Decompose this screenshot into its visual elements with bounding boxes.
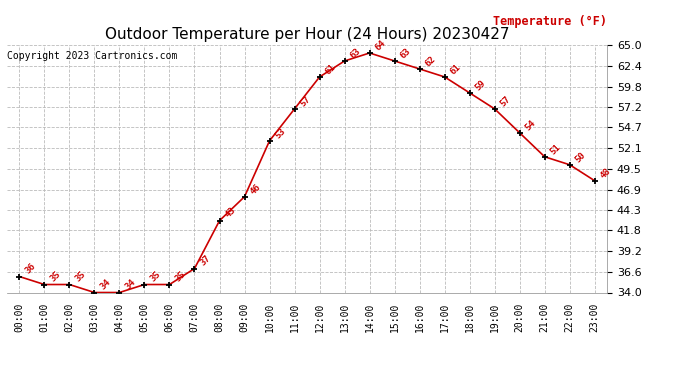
Text: Temperature (°F): Temperature (°F) bbox=[493, 15, 607, 28]
Text: 54: 54 bbox=[524, 118, 538, 132]
Text: Copyright 2023 Cartronics.com: Copyright 2023 Cartronics.com bbox=[7, 51, 177, 61]
Text: 62: 62 bbox=[424, 54, 437, 68]
Text: 63: 63 bbox=[348, 46, 363, 60]
Text: 64: 64 bbox=[374, 38, 388, 52]
Text: 35: 35 bbox=[148, 270, 163, 284]
Text: 61: 61 bbox=[448, 62, 463, 76]
Text: 57: 57 bbox=[299, 94, 313, 108]
Text: 61: 61 bbox=[324, 62, 337, 76]
Text: 59: 59 bbox=[474, 78, 488, 92]
Text: 35: 35 bbox=[174, 270, 188, 284]
Text: 35: 35 bbox=[74, 270, 88, 284]
Text: 50: 50 bbox=[574, 150, 588, 164]
Text: 57: 57 bbox=[499, 94, 513, 108]
Title: Outdoor Temperature per Hour (24 Hours) 20230427: Outdoor Temperature per Hour (24 Hours) … bbox=[105, 27, 509, 42]
Text: 35: 35 bbox=[48, 270, 63, 284]
Text: 51: 51 bbox=[549, 142, 563, 156]
Text: 63: 63 bbox=[399, 46, 413, 60]
Text: 37: 37 bbox=[199, 254, 213, 268]
Text: 36: 36 bbox=[23, 262, 37, 276]
Text: 53: 53 bbox=[274, 126, 288, 140]
Text: 34: 34 bbox=[99, 278, 112, 292]
Text: 34: 34 bbox=[124, 278, 137, 292]
Text: 46: 46 bbox=[248, 182, 263, 196]
Text: 43: 43 bbox=[224, 206, 237, 220]
Text: 48: 48 bbox=[599, 166, 613, 180]
